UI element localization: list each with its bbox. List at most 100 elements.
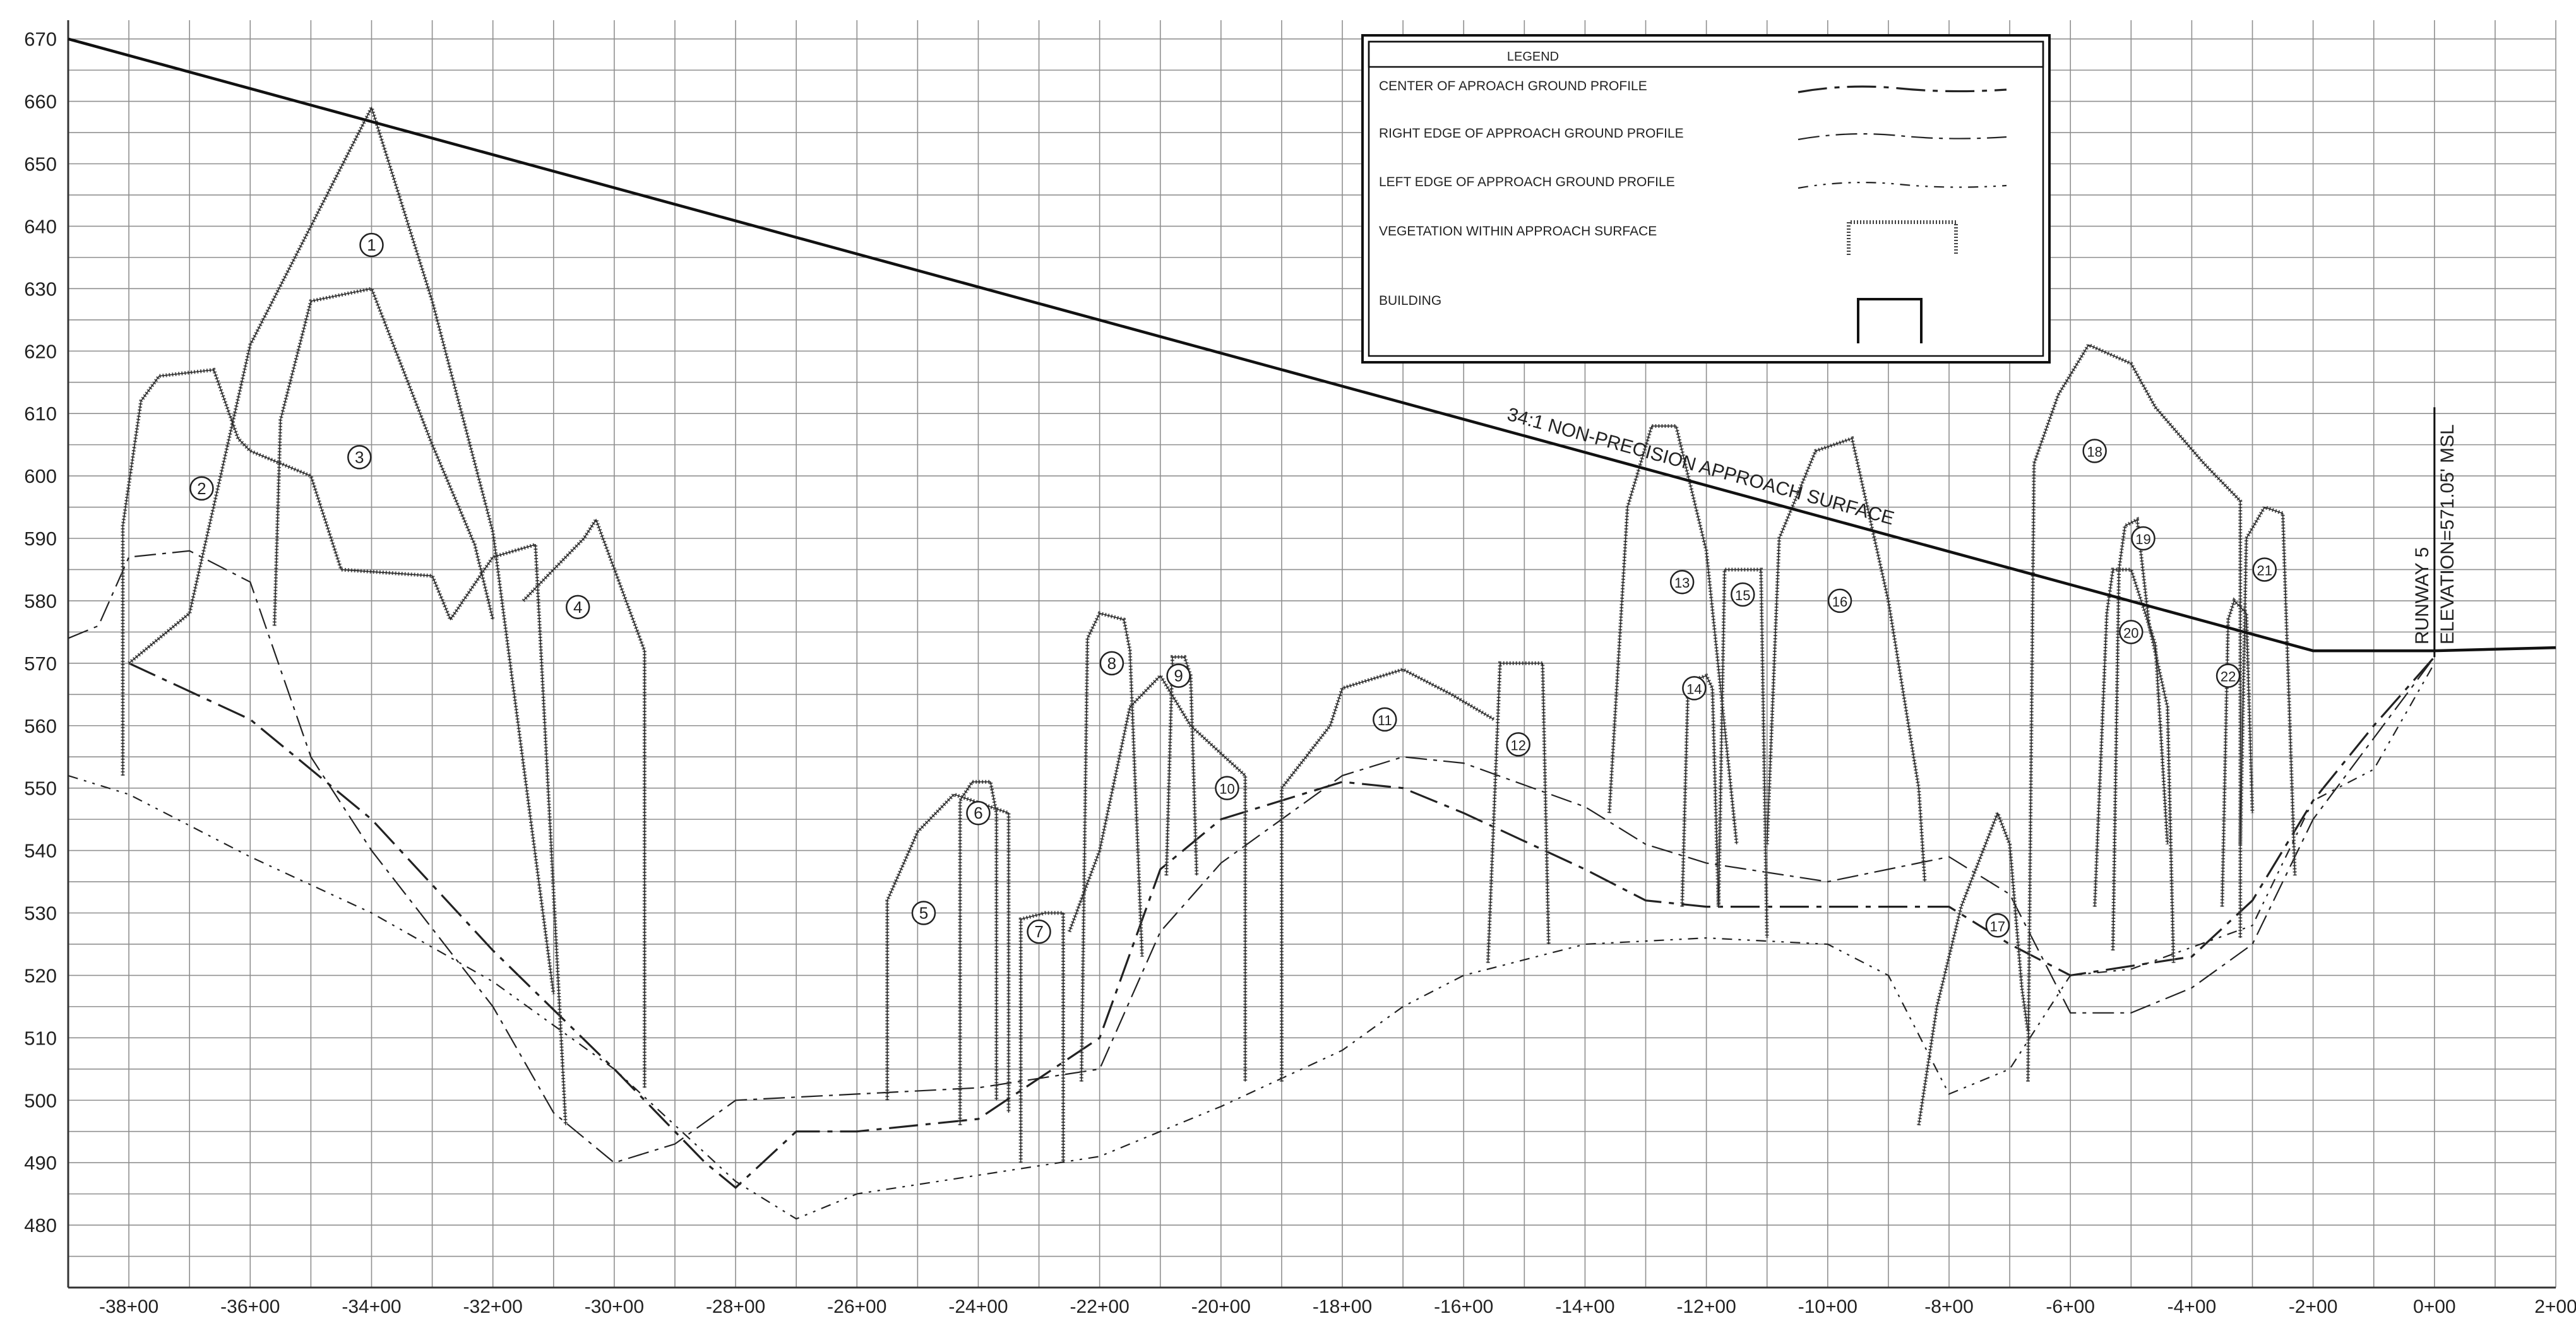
approach-surface-line bbox=[68, 37, 2556, 653]
x-tick-label: -12+00 bbox=[1677, 1296, 1736, 1317]
vegetation-label-17: 17 bbox=[1990, 918, 2005, 934]
vegetation-marker-20 bbox=[2119, 620, 2144, 644]
vegetation-marker-2 bbox=[189, 476, 214, 501]
vegetation-edge-12 bbox=[1487, 663, 1549, 963]
vegetation-marker-15 bbox=[1731, 582, 1755, 607]
legend-swatch-building bbox=[1857, 298, 1923, 343]
left-edge-profile-line bbox=[68, 663, 2435, 1220]
legend-item-label: RIGHT EDGE OF APPROACH GROUND PROFILE bbox=[1379, 126, 1684, 141]
vegetation-edge-11 bbox=[1281, 668, 1494, 1082]
x-tick-label: -16+00 bbox=[1434, 1296, 1493, 1317]
x-tick-label: -28+00 bbox=[706, 1296, 765, 1317]
vegetation-edge-7 bbox=[1020, 912, 1064, 1163]
x-tick-label: -6+00 bbox=[2046, 1296, 2095, 1317]
legend-item-label: LEFT EDGE OF APPROACH GROUND PROFILE bbox=[1379, 175, 1675, 189]
center-profile-line bbox=[128, 656, 2435, 1189]
y-tick-label: 580 bbox=[24, 590, 57, 612]
y-tick-label: 560 bbox=[24, 715, 57, 737]
x-tick-label: -14+00 bbox=[1555, 1296, 1614, 1317]
vegetation-marker-1 bbox=[359, 232, 384, 258]
vegetation-edge-1 bbox=[128, 106, 554, 995]
y-tick-label: 500 bbox=[24, 1089, 57, 1111]
vegetation-edge-20 bbox=[2094, 569, 2168, 907]
x-tick-label: -32+00 bbox=[463, 1296, 523, 1317]
approach-surface-label: 34:1 NON-PRECISION APPROACH SURFACE bbox=[1505, 404, 1897, 529]
vegetation-marker-14 bbox=[1682, 676, 1707, 701]
vegetation-edge-21 bbox=[2239, 506, 2296, 876]
y-tick-label: 540 bbox=[24, 840, 57, 862]
vegetation-edge-4 bbox=[523, 518, 645, 1088]
vegetation-marker-10 bbox=[1215, 776, 1239, 800]
y-tick-label: 630 bbox=[24, 278, 57, 300]
vegetation-marker-4 bbox=[565, 595, 590, 620]
vegetation-label-1: 1 bbox=[367, 235, 376, 254]
vegetation-label-18: 18 bbox=[2087, 444, 2102, 460]
legend-item-label: BUILDING bbox=[1379, 293, 1441, 308]
y-tick-label: 570 bbox=[24, 653, 57, 675]
y-tick-label: 550 bbox=[24, 778, 57, 800]
x-tick-label: -8+00 bbox=[1924, 1296, 1974, 1317]
vegetation-outline-17 bbox=[1917, 807, 2030, 1126]
x-tick-label: -26+00 bbox=[827, 1296, 886, 1317]
y-tick-label: 600 bbox=[24, 465, 57, 487]
vegetation-edge-6 bbox=[959, 781, 998, 1125]
vegetation-label-10: 10 bbox=[1219, 781, 1234, 797]
runway-label: RUNWAY 5 bbox=[2412, 547, 2433, 644]
x-tick-label: -18+00 bbox=[1313, 1296, 1372, 1317]
runway-marker: RUNWAY 5 ELEVATION=571.05' MSL bbox=[2412, 407, 2458, 657]
legend-title-box bbox=[1368, 40, 2044, 68]
vegetation-marker-5 bbox=[911, 901, 936, 925]
x-tick-label: -2+00 bbox=[2289, 1296, 2338, 1317]
vegetation-label-9: 9 bbox=[1174, 666, 1183, 685]
vegetation-label-16: 16 bbox=[1832, 594, 1847, 610]
vegetation-label-19: 19 bbox=[2135, 531, 2150, 547]
vegetation-marker-22 bbox=[2215, 663, 2241, 688]
x-tick-label: -36+00 bbox=[220, 1296, 280, 1317]
vegetation-marker-19 bbox=[2131, 526, 2156, 551]
y-tick-label: 640 bbox=[24, 215, 57, 237]
vegetation-marker-17 bbox=[1985, 913, 2010, 938]
vegetation-marker-16 bbox=[1827, 588, 1852, 613]
vegetation-label-8: 8 bbox=[1107, 654, 1116, 673]
vegetation-edge-5 bbox=[886, 793, 1010, 1113]
vegetation-marker-7 bbox=[1027, 919, 1051, 944]
y-tick-label: 520 bbox=[24, 964, 57, 986]
legend: LEGEND CENTER OF APROACH GROUND PROFILE RI… bbox=[1361, 34, 2051, 364]
y-tick-labels: 480 490 500 510 520 530 540 550 560 570 580 590 600 6… bbox=[24, 28, 57, 1236]
vegetation-marker-9 bbox=[1166, 663, 1191, 688]
x-tick-label: -24+00 bbox=[948, 1296, 1008, 1317]
y-tick-label: 590 bbox=[24, 528, 57, 550]
vegetation-label-20: 20 bbox=[2123, 625, 2138, 641]
vegetation-edge-18 bbox=[2027, 344, 2241, 1082]
vegetation-edge-8 bbox=[1081, 612, 1143, 1082]
legend-item-label: VEGETATION WITHIN APPROACH SURFACE bbox=[1379, 224, 1657, 239]
vegetation-marker-13 bbox=[1669, 569, 1695, 595]
y-tick-label: 660 bbox=[24, 91, 57, 113]
approach-surface: 34:1 NON-PRECISION APPROACH SURFACE bbox=[68, 37, 2556, 653]
vegetation-edge-17 bbox=[1918, 812, 2029, 1125]
vegetation-label-21: 21 bbox=[2257, 562, 2272, 578]
x-tick-label: 2+00 bbox=[2534, 1296, 2576, 1317]
grid bbox=[68, 20, 2556, 1288]
vegetation-marker-21 bbox=[2252, 557, 2277, 582]
vegetation-label-4: 4 bbox=[573, 598, 582, 617]
vegetation-label-2: 2 bbox=[197, 479, 206, 498]
vegetation-outline-8 bbox=[1079, 611, 1144, 1082]
vegetation-edge-22 bbox=[2221, 600, 2253, 907]
y-tick-label: 480 bbox=[24, 1214, 57, 1236]
vegetation-outline-22 bbox=[2220, 597, 2255, 907]
y-tick-label: 510 bbox=[24, 1027, 57, 1049]
vegetation-label-22: 22 bbox=[2221, 669, 2236, 685]
x-tick-labels: -38+00 -36+00 -34+00 -32+00 -30+00 -28+00 -26+… bbox=[99, 1296, 2576, 1317]
right-edge-profile-line bbox=[68, 550, 2435, 1164]
legend-swatch-vegetation bbox=[1847, 220, 1958, 255]
y-tick-label: 490 bbox=[24, 1152, 57, 1174]
legend-swatch-center bbox=[1798, 85, 2007, 93]
vegetation-label-3: 3 bbox=[355, 447, 364, 466]
vegetation-label-15: 15 bbox=[1735, 588, 1750, 603]
vegetation-marker-18 bbox=[2082, 439, 2107, 463]
vegetation-outline-1 bbox=[128, 102, 556, 995]
ground-profiles bbox=[68, 550, 2435, 1220]
vegetation-marker-6 bbox=[966, 800, 991, 826]
